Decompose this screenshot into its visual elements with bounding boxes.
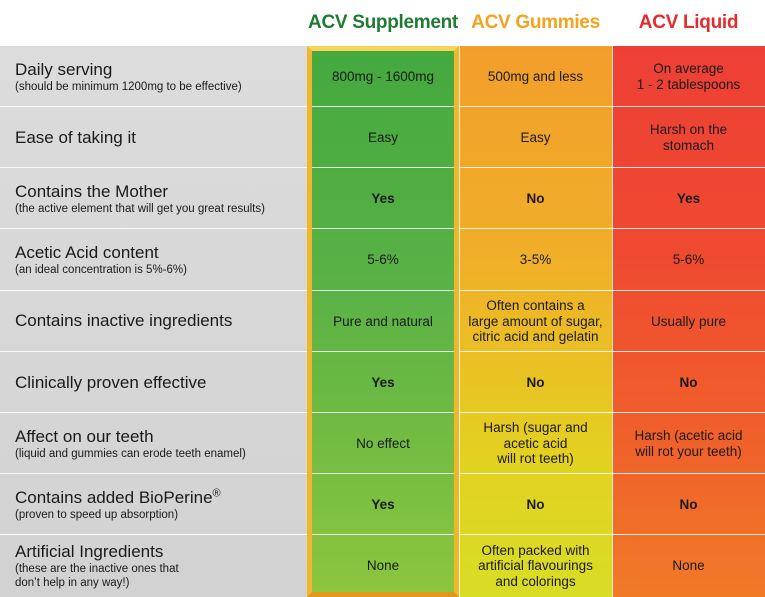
row-subtitle: (these are the inactive ones that don’t h…	[15, 563, 179, 590]
supplement-highlight-frame	[307, 46, 459, 597]
row-separator	[0, 106, 765, 107]
header-acv-gummies: ACV Gummies	[471, 12, 600, 33]
row-label: Contains added BioPerine® (proven to spee…	[15, 474, 305, 535]
row-label: Acetic Acid content (an ideal concentrati…	[15, 230, 305, 291]
gummies-cell: Harsh (sugar and acetic acid will rot teet…	[483, 420, 588, 467]
gummies-cell: Often packed with artificial flavourings a…	[478, 542, 593, 589]
gummies-cell: No	[526, 374, 545, 390]
table-row: Contains added BioPerine® (proven to spee…	[0, 474, 765, 536]
row-label: Artificial Ingredients (these are the ina…	[15, 536, 305, 597]
column-divider	[612, 46, 613, 597]
liquid-cell: No	[679, 497, 698, 513]
label-column	[0, 46, 307, 597]
liquid-column	[612, 46, 765, 597]
row-separator	[0, 228, 765, 230]
table-row: Ease of taking it Easy Easy Harsh on the sto…	[0, 107, 765, 169]
row-label: Clinically proven effective	[15, 352, 305, 413]
liquid-cell: Harsh on the stomach	[649, 122, 728, 153]
gummies-cell: 3-5%	[519, 252, 552, 268]
gummies-cell: No	[526, 497, 545, 513]
supplement-cell: Easy	[367, 129, 398, 145]
row-separator	[0, 350, 765, 352]
gummies-column	[459, 46, 612, 597]
table-row: Acetic Acid content (an ideal concentrati…	[0, 230, 765, 291]
row-subtitle: (should be minimum 1200mg to be effectiv…	[15, 80, 242, 93]
column-divider	[459, 46, 460, 597]
row-title: Ease of taking it	[15, 127, 136, 147]
supplement-cell: Yes	[371, 191, 395, 207]
gummies-cell: No	[526, 191, 545, 207]
row-title: Acetic Acid content	[15, 243, 159, 263]
row-subtitle: (an ideal concentration is 5%-6%)	[15, 264, 187, 277]
row-title: Contains added BioPerine	[15, 487, 213, 507]
table-row: Contains inactive ingredients Pure and na…	[0, 291, 765, 352]
liquid-cell: Harsh (acetic acid will rot your teeth)	[634, 428, 743, 459]
supplement-cell: Pure and natural	[333, 313, 433, 329]
row-subtitle: (the active element that will get you gr…	[15, 202, 265, 215]
table-row: Affect on our teeth (liquid and gummies c…	[0, 413, 765, 475]
supplement-cell: Yes	[371, 374, 395, 390]
row-title: Contains the Mother	[15, 181, 169, 201]
supplement-cell: 5-6%	[367, 252, 399, 268]
supplement-cell: No effect	[356, 435, 410, 451]
row-separator	[0, 289, 765, 291]
table-row: Daily serving (should be minimum 1200mg t…	[0, 46, 765, 107]
row-title-wrap: Contains added BioPerine®	[15, 488, 305, 508]
gummies-cell: 500mg and less	[487, 68, 584, 84]
gummies-cell: Easy	[520, 129, 551, 145]
gummies-cell: Often contains a large amount of sugar, ci…	[468, 298, 603, 345]
liquid-cell: 5-6%	[672, 252, 705, 268]
registered-mark: ®	[212, 487, 221, 500]
row-subtitle: (liquid and gummies can erode teeth enam…	[15, 447, 246, 460]
row-title: Contains inactive ingredients	[15, 311, 233, 331]
liquid-cell: Yes	[676, 191, 701, 207]
row-label: Ease of taking it	[15, 107, 305, 168]
row-label: Affect on our teeth (liquid and gummies c…	[15, 413, 305, 474]
supplement-column	[307, 46, 459, 597]
row-separator	[0, 473, 765, 475]
row-title: Daily serving	[15, 59, 113, 79]
header-acv-liquid: ACV Liquid	[638, 12, 739, 33]
row-label: Contains inactive ingredients	[15, 291, 305, 352]
supplement-cell: None	[366, 558, 400, 574]
liquid-cell: No	[679, 374, 698, 390]
row-title: Clinically proven effective	[15, 372, 207, 392]
row-label: Daily serving (should be minimum 1200mg t…	[15, 46, 305, 107]
supplement-cell: Yes	[371, 497, 395, 513]
header-acv-supplement: ACV Supplement	[308, 12, 458, 33]
table-row: Clinically proven effective Yes No No	[0, 352, 765, 413]
row-separator	[0, 167, 765, 169]
table-row: Contains the Mother (the active element t…	[0, 168, 765, 230]
liquid-cell: None	[672, 558, 705, 574]
row-label: Contains the Mother (the active element t…	[15, 168, 305, 229]
row-title: Artificial Ingredients	[15, 542, 164, 562]
row-separator	[0, 412, 765, 413]
table-row: Artificial Ingredients (these are the ina…	[0, 536, 765, 597]
row-title: Affect on our teeth	[15, 426, 154, 446]
row-separator	[0, 534, 765, 536]
supplement-cell: 800mg - 1600mg	[331, 68, 435, 84]
row-subtitle: (proven to speed up absorption)	[15, 508, 179, 521]
liquid-cell: Usually pure	[650, 313, 727, 329]
liquid-cell: On average 1 - 2 tablespoons	[636, 61, 741, 92]
